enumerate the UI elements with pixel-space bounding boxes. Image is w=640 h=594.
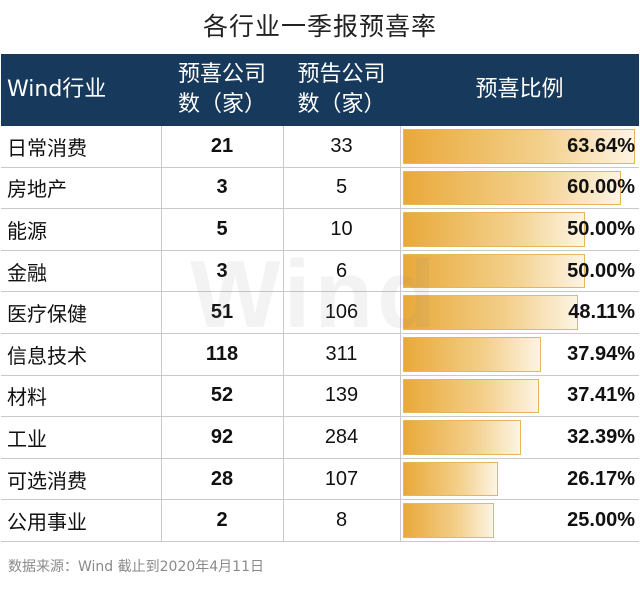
ratio-bar: [402, 170, 622, 206]
cell-ratio: 50.00%: [400, 208, 639, 251]
ratio-label: 32.39%: [567, 425, 635, 448]
cell-industry: 医疗保健: [1, 291, 162, 334]
cell-positive-count: 2: [161, 499, 284, 542]
cell-positive-count: 3: [161, 167, 284, 210]
cell-total-count: 107: [283, 458, 401, 501]
cell-ratio: 37.94%: [400, 333, 639, 376]
ratio-label: 48.11%: [568, 301, 635, 324]
cell-industry: 公用事业: [1, 499, 162, 542]
cell-positive-count: 52: [161, 375, 284, 418]
cell-total-count: 284: [283, 416, 401, 459]
cell-total-count: 10: [283, 208, 401, 251]
ratio-bar: [402, 503, 494, 538]
cell-positive-count: 92: [161, 416, 284, 459]
ratio-label: 50.00%: [567, 217, 635, 240]
ratio-label: 26.17%: [567, 467, 635, 490]
cell-total-count: 106: [283, 291, 401, 334]
ratio-bar: [402, 420, 521, 455]
cell-ratio: 25.00%: [400, 499, 639, 542]
cell-industry: 金融: [1, 250, 162, 293]
ratio-label: 60.00%: [567, 176, 635, 199]
ratio-label: 37.41%: [567, 384, 635, 407]
cell-ratio: 63.64%: [400, 126, 639, 168]
cell-positive-count: 3: [161, 250, 284, 293]
cell-positive-count: 51: [161, 291, 284, 334]
ratio-label: 37.94%: [567, 342, 635, 365]
cell-industry: 工业: [1, 416, 162, 459]
cell-ratio: 32.39%: [400, 416, 639, 459]
ratio-bar: [402, 336, 541, 372]
cell-total-count: 311: [283, 333, 401, 376]
table-row: 工业 92 284 32.39%: [1, 416, 639, 459]
cell-industry: 能源: [1, 208, 162, 251]
cell-industry: 日常消费: [1, 126, 162, 168]
ratio-bar: [402, 129, 635, 164]
cell-total-count: 6: [283, 250, 401, 293]
cell-ratio: 48.11%: [400, 291, 639, 334]
cell-total-count: 139: [283, 375, 401, 418]
header-positive-count: 预喜公司 数（家）: [161, 54, 283, 126]
ratio-label: 63.64%: [567, 134, 635, 157]
cell-positive-count: 21: [161, 126, 284, 168]
table-row: 公用事业 2 8 25.00%: [1, 499, 639, 542]
cell-ratio: 60.00%: [400, 167, 639, 210]
ratio-bar: [402, 295, 578, 330]
ratio-bar: [402, 253, 585, 289]
source-note: 数据来源：Wind 截止到2020年4月11日: [8, 559, 264, 575]
cell-ratio: 26.17%: [400, 458, 639, 501]
cell-total-count: 8: [283, 499, 401, 542]
header-ratio: 预喜比例: [400, 54, 639, 126]
chart-title: 各行业一季报预喜率: [202, 12, 437, 41]
cell-industry: 材料: [1, 375, 162, 418]
table-row: 日常消费 21 33 63.64%: [1, 126, 639, 168]
table-row: 医疗保健 51 106 48.11%: [1, 291, 639, 334]
cell-ratio: 37.41%: [400, 375, 639, 418]
table-body: 日常消费 21 33 63.64% 房地产 3 5 60.00% 能源 5 10 50.00% 金融 3 6…: [1, 126, 639, 542]
cell-total-count: 33: [283, 126, 401, 168]
table-row: 能源 5 10 50.00%: [1, 208, 639, 251]
cell-positive-count: 5: [161, 208, 284, 251]
cell-industry: 房地产: [1, 167, 162, 210]
table-row: 信息技术 118 311 37.94%: [1, 333, 639, 376]
cell-positive-count: 118: [161, 333, 284, 376]
table-row: 材料 52 139 37.41%: [1, 375, 639, 418]
ratio-bar: [402, 461, 498, 497]
header-row: Wind行业 预喜公司 数（家） 预告公司 数（家） 预喜比例: [1, 54, 639, 126]
data-table: Wind行业 预喜公司 数（家） 预告公司 数（家） 预喜比例 日常消费 21 33 63…: [1, 54, 639, 542]
table-row: 金融 3 6 50.00%: [1, 250, 639, 293]
cell-industry: 信息技术: [1, 333, 162, 376]
table-row: 房地产 3 5 60.00%: [1, 167, 639, 210]
header-industry: Wind行业: [1, 54, 161, 126]
ratio-label: 50.00%: [567, 259, 635, 282]
cell-industry: 可选消费: [1, 458, 162, 501]
header-total-count: 预告公司 数（家）: [283, 54, 400, 126]
table-row: 可选消费 28 107 26.17%: [1, 458, 639, 501]
cell-ratio: 50.00%: [400, 250, 639, 293]
cell-positive-count: 28: [161, 458, 284, 501]
ratio-bar: [402, 212, 585, 247]
ratio-label: 25.00%: [567, 509, 635, 532]
cell-total-count: 5: [283, 167, 401, 210]
ratio-bar: [402, 378, 539, 414]
